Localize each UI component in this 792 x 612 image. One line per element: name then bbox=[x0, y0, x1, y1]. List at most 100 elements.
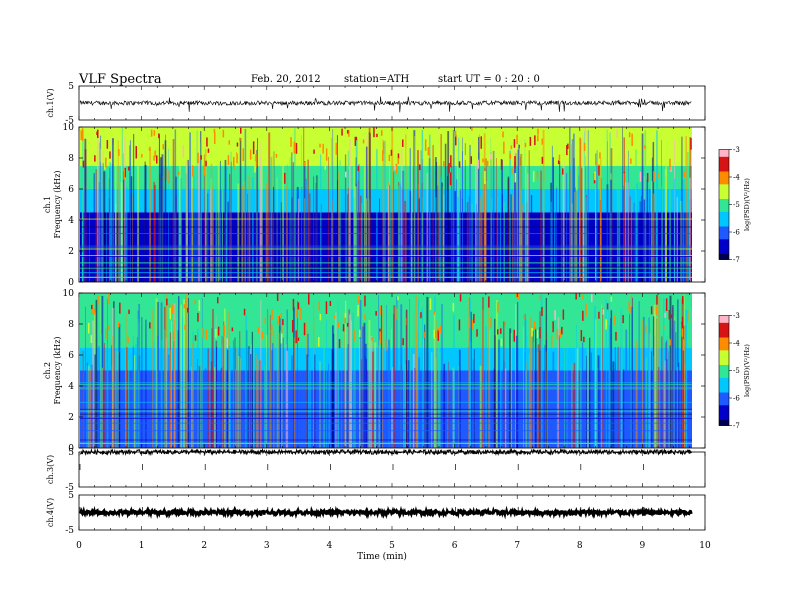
ch1-spectrogram-hotspot bbox=[532, 171, 535, 182]
ch3-waveform-ytick-label: 5 bbox=[68, 448, 74, 458]
ch1-spectrogram-streak bbox=[215, 186, 218, 282]
ch1-spectrogram-hotspot bbox=[233, 157, 235, 170]
ch1-spectrogram-hotspot bbox=[207, 148, 210, 153]
ch1-spectrogram-streak bbox=[432, 144, 434, 282]
ch2-spectrogram-colorbar-cell bbox=[719, 407, 729, 410]
ch2-spectrogram-hotspot bbox=[497, 302, 499, 313]
ch1-spectrogram-streak bbox=[457, 196, 459, 282]
ch2-spectrogram-hotspot bbox=[292, 298, 295, 311]
ch2-spectrogram-hotspot bbox=[226, 338, 228, 349]
ch2-spectrogram-streak bbox=[400, 304, 403, 448]
ch1-spectrogram-ytick-label: 10 bbox=[63, 123, 75, 133]
ch2-spectrogram-streak bbox=[575, 314, 576, 448]
ch1-spectrogram-hotspot bbox=[106, 140, 109, 149]
ch1-spectrogram-streak bbox=[528, 150, 530, 282]
ch2-spectrogram-hotspot bbox=[128, 309, 130, 315]
ch1-spectrogram-colorbar-cell bbox=[719, 239, 729, 242]
ch2-spectrogram-streak bbox=[88, 365, 90, 448]
ch1-spectrogram-streak bbox=[550, 201, 553, 282]
ch1-spectrogram-hotspot bbox=[150, 129, 153, 137]
ch1-spectrogram-hotspot bbox=[536, 170, 539, 180]
ch2-spectrogram-streak bbox=[540, 294, 543, 448]
ch2-spectrogram-streak bbox=[215, 315, 216, 448]
ch2-spectrogram-hotspot bbox=[337, 322, 340, 328]
ch1-spectrogram-streak bbox=[422, 197, 424, 282]
ch1-spectrogram-streak bbox=[507, 176, 510, 282]
ch1-spectrogram-hotspot bbox=[96, 131, 98, 136]
ch1-spectrogram-streak bbox=[610, 179, 612, 282]
station-label: station=ATH bbox=[344, 74, 410, 85]
ch1-spectrogram-hotspot bbox=[534, 135, 536, 146]
ch2-spectrogram-streak bbox=[496, 300, 498, 448]
ch1-spectrogram-colorbar-cell bbox=[719, 226, 729, 229]
ch2-spectrogram-hotspot bbox=[515, 293, 518, 298]
ch2-spectrogram-hotspot bbox=[379, 305, 381, 315]
ch2-spectrogram-hotspot bbox=[371, 337, 373, 341]
ch1-spectrogram-hotspot bbox=[347, 130, 349, 134]
ch2-spectrogram-streak bbox=[664, 360, 666, 448]
ch2-spectrogram-streak bbox=[230, 369, 231, 448]
ch2-spectrogram-streak bbox=[188, 297, 189, 448]
ch1-spectrogram-colorbar-cell bbox=[719, 182, 729, 185]
ch1-spectrogram-streak bbox=[491, 198, 493, 282]
ch2-spectrogram-streak bbox=[673, 320, 676, 448]
ch2-spectrogram-colorbar-title: log(PSD)(V²/Hz) bbox=[743, 344, 751, 397]
ch2-spectrogram-streak bbox=[212, 309, 214, 448]
ch2-spectrogram-streak bbox=[663, 297, 665, 448]
ch1-spectrogram-hotspot bbox=[128, 166, 130, 171]
ch1-spectrogram-streak bbox=[636, 183, 639, 282]
ch1-spectrogram-ytick-label: 8 bbox=[68, 154, 74, 164]
ch2-spectrogram-colorbar-cell bbox=[719, 381, 729, 384]
ch1-spectrogram-hotspot bbox=[503, 141, 505, 154]
ch1-spectrogram-colorbar-cell bbox=[719, 164, 729, 167]
ch2-spectrogram-hotspot bbox=[172, 304, 174, 314]
ch2-spectrogram-hotspot bbox=[656, 295, 658, 305]
ch1-spectrogram-colorbar-cell bbox=[719, 228, 729, 231]
ch2-spectrogram-hotspot bbox=[437, 330, 439, 341]
ch1-spectrogram-streak bbox=[499, 201, 502, 282]
ch1-spectrogram-streak bbox=[648, 189, 651, 282]
ch1-spectrogram-hotspot bbox=[471, 127, 473, 131]
ch1-spectrogram-colorbar-label: -7 bbox=[733, 256, 740, 264]
ch2-spectrogram-streak bbox=[571, 363, 573, 448]
ch2-spectrogram-hotspot bbox=[468, 316, 471, 328]
ch2-spectrogram-streak bbox=[185, 294, 188, 448]
ch1-spectrogram-hotspot bbox=[293, 141, 296, 154]
ch2-spectrogram-streak bbox=[684, 364, 686, 448]
ch1-spectrogram-streak bbox=[137, 141, 140, 282]
ch1-spectrogram-ytick-label: 4 bbox=[68, 216, 74, 226]
ch1-spectrogram-streak bbox=[618, 190, 621, 282]
ch2-spectrogram-streak bbox=[648, 348, 650, 448]
ch2-spectrogram-streak bbox=[286, 350, 289, 448]
ch2-spectrogram-hotspot bbox=[108, 324, 110, 330]
ch1-spectrogram-streak bbox=[501, 194, 503, 282]
ch1-spectrogram-colorbar-cell bbox=[719, 178, 729, 182]
ch1-spectrogram-colorbar-cell bbox=[719, 155, 729, 158]
ch1-spectrogram-streak bbox=[270, 157, 272, 282]
ch1-spectrogram-colorbar-cell bbox=[719, 221, 729, 224]
ch2-spectrogram-streak bbox=[581, 342, 584, 448]
ch2-spectrogram-streak bbox=[380, 305, 382, 448]
ch2-spectrogram-hotspot bbox=[490, 317, 492, 328]
ch2-spectrogram-hotspot bbox=[682, 339, 685, 351]
ch1-spectrogram-colorbar-cell bbox=[719, 213, 729, 216]
ch1-spectrogram-streak bbox=[516, 179, 519, 282]
ch2-spectrogram-hotspot bbox=[473, 313, 475, 323]
ch2-spectrogram-streak bbox=[586, 345, 589, 448]
ch1-spectrogram-hotspot bbox=[222, 129, 225, 138]
ch2-spectrogram-streak bbox=[145, 319, 147, 448]
ch2-spectrogram-streak bbox=[678, 362, 680, 448]
time-tick-label: 3 bbox=[264, 541, 270, 551]
ch1-spectrogram-hotspot bbox=[81, 128, 84, 141]
ch1-spectrogram-streak bbox=[581, 168, 583, 282]
ch1-spectrogram-streak bbox=[497, 196, 498, 282]
ch1-spectrogram-streak bbox=[175, 176, 177, 282]
ch2-spectrogram-streak bbox=[404, 364, 407, 448]
ch1-spectrogram-streak bbox=[227, 201, 229, 282]
ch2-spectrogram-streak bbox=[620, 305, 623, 448]
ch1-spectrogram-streak bbox=[257, 138, 258, 282]
ch1-spectrogram-streak bbox=[559, 161, 561, 282]
ch1-spectrogram-ylabel: ch.1 Frequency (kHz) bbox=[43, 170, 62, 238]
ch1-spectrogram-streak bbox=[297, 198, 300, 282]
ch1-spectrogram-streak bbox=[409, 190, 411, 282]
